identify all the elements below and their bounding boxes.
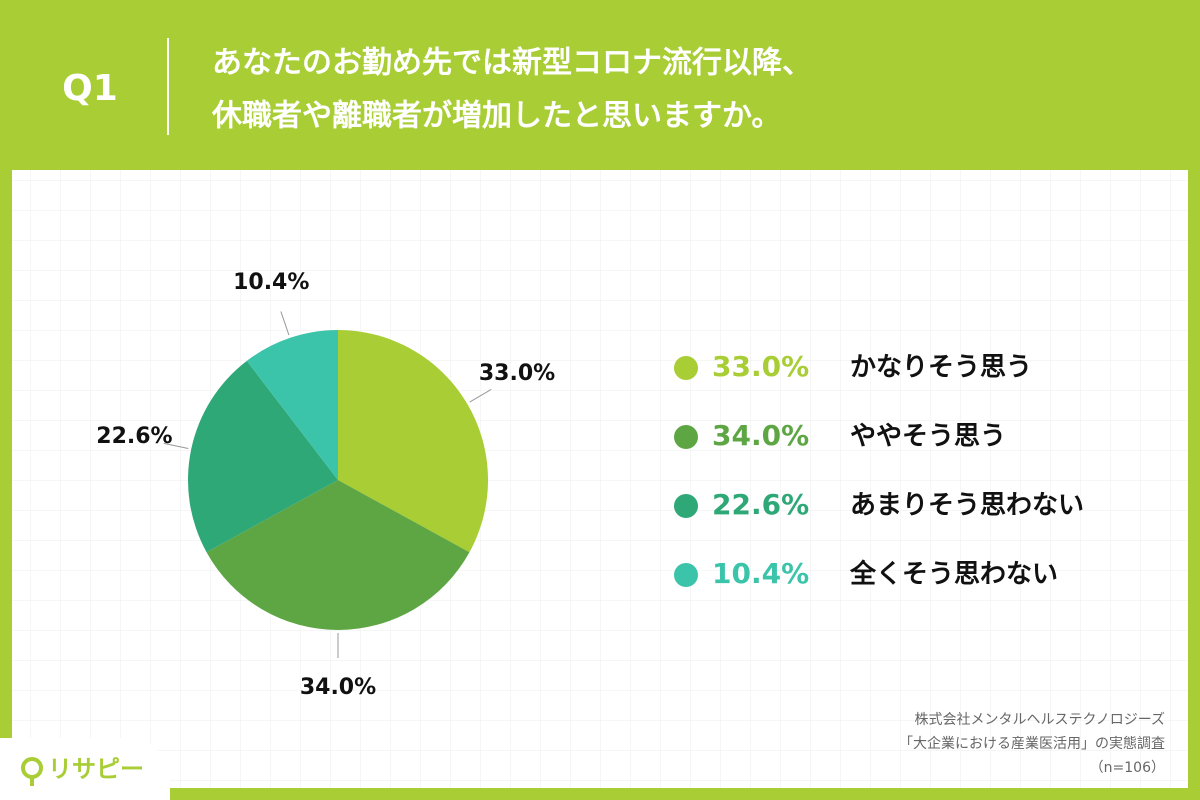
leader-line: [280, 311, 290, 336]
legend-value: 33.0%: [712, 350, 809, 383]
title-line: 休職者や離職者が増加したと思いますか。: [211, 99, 781, 134]
legend-label: ややそう思う: [850, 422, 1006, 452]
pie-slice: [206, 480, 470, 631]
legend-value: 10.4%: [712, 557, 809, 590]
pie-slice: [246, 330, 338, 480]
legend-marker: [674, 356, 698, 380]
question-number: Q1: [62, 68, 118, 109]
legend-value: 22.6%: [712, 488, 809, 521]
source-note: 「大企業における産業医活用」の実態調査: [899, 735, 1165, 752]
logo-tab: [0, 738, 170, 800]
legend-value: 34.0%: [712, 419, 809, 452]
pie-slice: [338, 330, 489, 553]
data-label: 33.0%: [479, 361, 555, 386]
data-label: 34.0%: [300, 675, 376, 700]
pie-chart: 33.0% 34.0% 22.6% 10.4% 33.0% かなりそう思う 34.0% ややそ…: [96, 270, 1165, 776]
logo: リサピー: [48, 755, 144, 783]
legend-label: 全くそう思わない: [849, 559, 1058, 590]
source-note: 株式会社メンタルヘルステクノロジーズ: [915, 712, 1165, 728]
data-label: 22.6%: [96, 424, 172, 449]
title-line: あなたのお勤め先では新型コロナ流行以降、: [212, 46, 812, 81]
legend-marker: [674, 494, 698, 518]
legend-label: あまりそう思わない: [850, 491, 1084, 521]
leader-line: [163, 442, 189, 449]
legend-marker: [674, 563, 698, 587]
legend-label: かなりそう思う: [850, 353, 1032, 383]
pie-slice: [187, 360, 338, 553]
source-note: （n=106）: [1090, 760, 1165, 776]
legend-marker: [674, 425, 698, 449]
data-label: 10.4%: [233, 270, 309, 295]
leader-line: [469, 388, 492, 403]
